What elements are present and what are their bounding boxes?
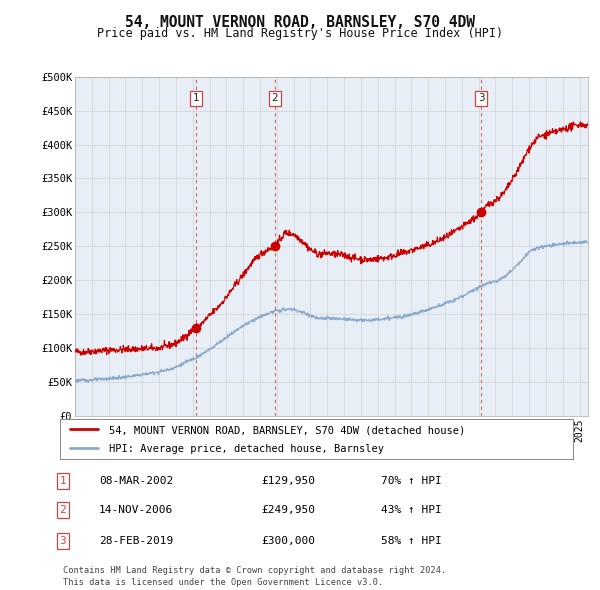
Text: £129,950: £129,950 — [261, 476, 315, 486]
Text: HPI: Average price, detached house, Barnsley: HPI: Average price, detached house, Barn… — [109, 444, 384, 454]
Text: Contains HM Land Registry data © Crown copyright and database right 2024.
This d: Contains HM Land Registry data © Crown c… — [63, 566, 446, 587]
Text: 54, MOUNT VERNON ROAD, BARNSLEY, S70 4DW (detached house): 54, MOUNT VERNON ROAD, BARNSLEY, S70 4DW… — [109, 425, 465, 435]
Text: 58% ↑ HPI: 58% ↑ HPI — [381, 536, 442, 546]
Text: 2: 2 — [59, 506, 67, 515]
Text: £249,950: £249,950 — [261, 506, 315, 515]
Text: 54, MOUNT VERNON ROAD, BARNSLEY, S70 4DW: 54, MOUNT VERNON ROAD, BARNSLEY, S70 4DW — [125, 15, 475, 30]
Text: 3: 3 — [478, 93, 485, 103]
Text: 70% ↑ HPI: 70% ↑ HPI — [381, 476, 442, 486]
Text: 43% ↑ HPI: 43% ↑ HPI — [381, 506, 442, 515]
Text: 3: 3 — [59, 536, 67, 546]
Text: 1: 1 — [59, 476, 67, 486]
Text: 28-FEB-2019: 28-FEB-2019 — [99, 536, 173, 546]
Text: £300,000: £300,000 — [261, 536, 315, 546]
Text: 14-NOV-2006: 14-NOV-2006 — [99, 506, 173, 515]
Text: Price paid vs. HM Land Registry's House Price Index (HPI): Price paid vs. HM Land Registry's House … — [97, 27, 503, 40]
Text: 1: 1 — [193, 93, 199, 103]
Text: 08-MAR-2002: 08-MAR-2002 — [99, 476, 173, 486]
Text: 2: 2 — [271, 93, 278, 103]
